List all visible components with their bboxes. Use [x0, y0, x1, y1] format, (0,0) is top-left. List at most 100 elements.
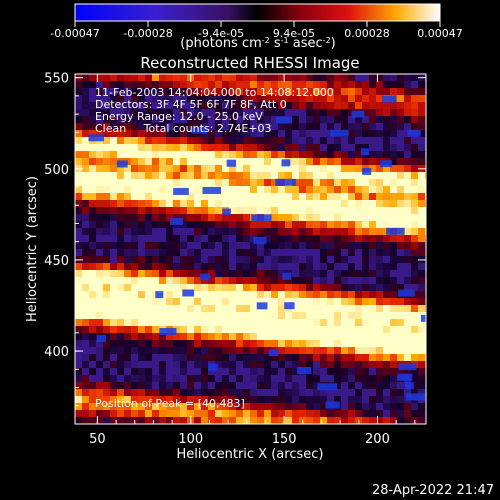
heatmap-cell	[201, 242, 208, 249]
heatmap-cell	[355, 410, 362, 417]
heatmap-cell	[390, 102, 397, 109]
colorbar-tick-label: 9.4e-05	[273, 27, 315, 40]
heatmap-cell	[215, 172, 222, 179]
heatmap-cell	[215, 158, 222, 165]
heatmap-cell	[376, 305, 383, 312]
heatmap-cell	[229, 130, 236, 137]
heatmap-cell	[166, 312, 173, 319]
heatmap-cell	[124, 389, 131, 396]
heatmap-cell	[110, 312, 117, 319]
heatmap-cell	[271, 298, 278, 305]
heatmap-cell	[194, 123, 201, 130]
heatmap-cell	[390, 263, 397, 270]
heatmap-cell	[131, 305, 138, 312]
heatmap-cell	[89, 186, 96, 193]
heatmap-cell	[327, 312, 334, 319]
heatmap-cell	[236, 249, 243, 256]
heatmap-cell	[369, 410, 376, 417]
heatmap-cell	[306, 340, 313, 347]
heatmap-cell	[285, 368, 292, 375]
heatmap-cell	[152, 298, 159, 305]
heatmap-cell	[173, 277, 180, 284]
heatmap-cell	[376, 74, 383, 81]
heatmap-cell	[264, 319, 271, 326]
heatmap-cell	[131, 347, 138, 354]
heatmap-cell	[313, 74, 320, 81]
heatmap-cell	[362, 333, 369, 340]
heatmap-cell	[292, 417, 299, 424]
heatmap-cell	[405, 393, 426, 401]
heatmap-cell	[215, 151, 222, 158]
heatmap-cell	[418, 151, 425, 158]
heatmap-cell	[341, 277, 348, 284]
heatmap-cell	[124, 312, 131, 319]
heatmap-cell	[187, 116, 194, 123]
heatmap-cell	[82, 256, 89, 263]
heatmap-cell	[145, 312, 152, 319]
heatmap-cell	[299, 333, 306, 340]
heatmap-cell	[117, 144, 124, 151]
heatmap-cell	[362, 214, 369, 221]
heatmap-cell	[355, 116, 362, 123]
heatmap-cell	[320, 319, 327, 326]
heatmap-cell	[124, 396, 131, 403]
heatmap-cell	[285, 200, 292, 207]
heatmap-cell	[159, 214, 166, 221]
heatmap-cell	[166, 88, 173, 95]
heatmap-cell	[222, 354, 229, 361]
heatmap-cell	[75, 109, 82, 116]
heatmap-cell	[397, 109, 404, 116]
heatmap-cell	[173, 270, 180, 277]
heatmap-cell	[159, 389, 166, 396]
heatmap-cell	[152, 361, 159, 368]
heatmap-cell	[117, 123, 124, 130]
heatmap-cell	[411, 88, 418, 95]
heatmap-cell	[292, 256, 299, 263]
heatmap-cell	[145, 396, 152, 403]
heatmap-cell	[236, 235, 243, 242]
heatmap-cell	[306, 298, 313, 305]
heatmap-cell	[166, 144, 173, 151]
heatmap-cell	[222, 158, 229, 165]
heatmap-cell	[341, 102, 348, 109]
heatmap-cell	[124, 137, 131, 144]
heatmap-cell	[96, 340, 103, 347]
heatmap-cell	[222, 256, 229, 263]
heatmap-cell	[251, 214, 272, 222]
heatmap-cell	[110, 123, 117, 130]
heatmap-cell	[194, 361, 201, 368]
heatmap-cell	[96, 291, 103, 298]
heatmap-cell	[299, 74, 306, 81]
heatmap-cell	[418, 186, 425, 193]
heatmap-cell	[89, 263, 96, 270]
heatmap-cell	[201, 116, 208, 123]
heatmap-cell	[334, 368, 341, 375]
heatmap-cell	[173, 165, 180, 172]
heatmap-cell	[208, 214, 215, 221]
heatmap-cell	[257, 319, 264, 326]
heatmap-cell	[229, 74, 236, 81]
heatmap-cell	[208, 277, 215, 284]
heatmap-cell	[159, 319, 166, 326]
heatmap-cell	[257, 256, 264, 263]
heatmap-cell	[264, 347, 271, 354]
heatmap-cell	[110, 207, 117, 214]
heatmap-cell	[285, 137, 292, 144]
heatmap-cell	[75, 221, 82, 228]
heatmap-cell	[173, 382, 180, 389]
heatmap-cell	[418, 235, 425, 242]
heatmap-cell	[124, 95, 131, 102]
heatmap-cell	[96, 361, 103, 368]
heatmap-cell	[166, 410, 173, 417]
heatmap-cell	[390, 396, 397, 403]
heatmap-cell	[362, 109, 369, 116]
heatmap-cell	[155, 291, 164, 299]
heatmap-cell	[145, 284, 152, 291]
heatmap-cell	[271, 179, 278, 186]
heatmap-cell	[117, 193, 124, 200]
heatmap-cell	[292, 158, 299, 165]
heatmap-cell	[236, 130, 243, 137]
heatmap-cell	[124, 193, 131, 200]
heatmap-cell	[327, 410, 334, 417]
heatmap-cell	[334, 291, 341, 298]
